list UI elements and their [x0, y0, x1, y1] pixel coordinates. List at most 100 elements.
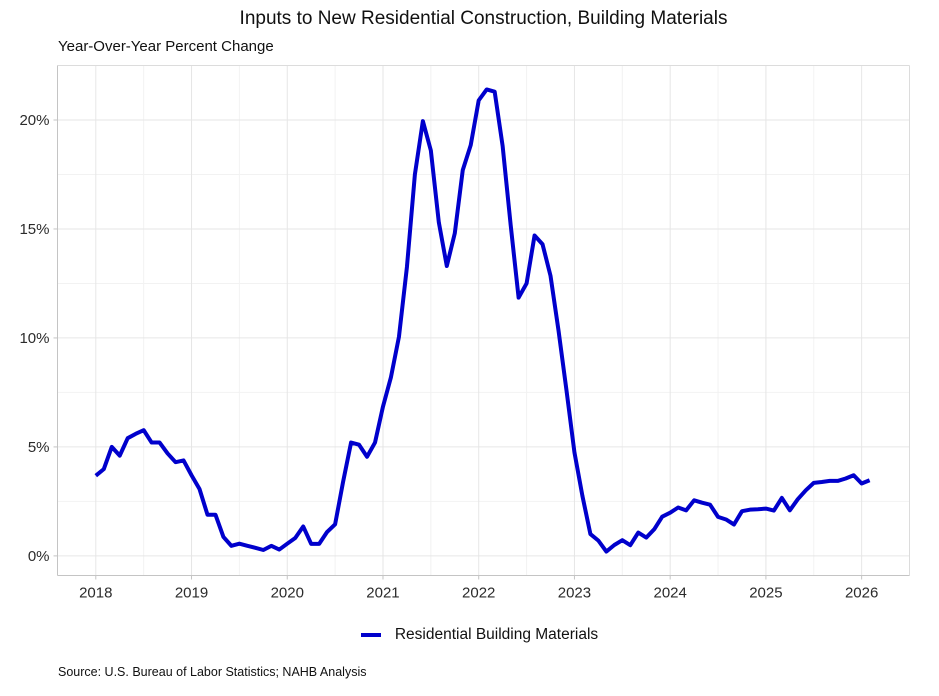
data-point: [469, 143, 473, 147]
data-point: [509, 223, 513, 227]
data-point: [477, 98, 481, 102]
x-tick-label: 2020: [271, 585, 304, 602]
series-layer: [94, 87, 872, 554]
data-point: [461, 168, 465, 172]
data-point: [604, 550, 608, 554]
data-point: [389, 375, 393, 379]
data-point: [564, 388, 568, 392]
data-point: [812, 481, 816, 485]
data-point: [150, 441, 154, 445]
y-axis-ticks: 0% 5% 10% 15% 20%: [19, 112, 58, 565]
data-point: [636, 531, 640, 535]
data-point: [493, 90, 497, 94]
data-point: [333, 522, 337, 526]
data-point: [700, 501, 704, 505]
chart-title: Inputs to New Residential Construction, …: [239, 8, 728, 29]
data-point: [756, 507, 760, 511]
data-point: [708, 503, 712, 507]
data-point: [301, 524, 305, 528]
data-point: [142, 428, 146, 432]
data-point: [277, 548, 281, 552]
legend-label: Residential Building Materials: [394, 626, 599, 643]
legend: Residential Building Materials: [0, 626, 939, 644]
x-tick-label: 2024: [653, 585, 686, 602]
data-point: [572, 450, 576, 454]
x-tick-label: 2022: [462, 585, 495, 602]
data-point: [596, 539, 600, 543]
data-point: [445, 264, 449, 268]
data-point: [748, 508, 752, 512]
data-point: [429, 149, 433, 153]
y-tick-label: 15%: [19, 221, 49, 238]
data-point: [740, 509, 744, 513]
data-point: [836, 479, 840, 483]
series-line-residential-building-materials: [94, 87, 871, 554]
data-point: [413, 172, 417, 176]
data-point: [229, 544, 233, 548]
data-point: [668, 511, 672, 515]
data-point: [453, 231, 457, 235]
data-point: [357, 443, 361, 447]
data-point: [166, 451, 170, 455]
data-point: [716, 515, 720, 519]
data-point: [772, 509, 776, 513]
data-point: [317, 542, 321, 546]
data-point: [245, 544, 249, 548]
legend-swatch-residential-building-materials: [360, 633, 381, 637]
data-point: [213, 513, 217, 517]
data-point: [852, 473, 856, 477]
data-point: [349, 441, 353, 445]
source-note: Source: U.S. Bureau of Labor Statistics;…: [58, 665, 367, 679]
data-point: [652, 527, 656, 531]
data-point: [660, 515, 664, 519]
data-point: [421, 119, 425, 123]
x-tick-label: 2026: [845, 585, 878, 602]
data-point: [828, 479, 832, 483]
data-point: [868, 478, 872, 482]
data-point: [110, 445, 114, 449]
data-point: [126, 436, 130, 440]
data-point: [485, 87, 489, 91]
data-point: [309, 542, 313, 546]
data-point: [732, 523, 736, 527]
data-point: [365, 455, 369, 459]
data-point: [158, 441, 162, 445]
x-tick-label: 2021: [366, 585, 399, 602]
data-point: [205, 513, 209, 517]
data-point: [341, 480, 345, 484]
x-axis-ticks: 2018 2019 2020 2021 2022 2023 2024 2025 2026: [79, 575, 878, 602]
data-point: [261, 548, 265, 552]
data-point: [525, 281, 529, 285]
data-point: [221, 535, 225, 539]
data-point: [860, 482, 864, 486]
data-point: [174, 460, 178, 464]
data-point: [405, 265, 409, 269]
data-point: [764, 507, 768, 511]
data-point: [373, 441, 377, 445]
data-point: [796, 497, 800, 501]
data-point: [381, 405, 385, 409]
data-point: [533, 234, 537, 238]
data-point: [325, 530, 329, 534]
data-point: [684, 508, 688, 512]
data-point: [820, 480, 824, 484]
data-point: [612, 543, 616, 547]
data-point: [501, 144, 505, 148]
x-tick-label: 2025: [749, 585, 782, 602]
data-point: [517, 296, 521, 300]
data-point: [788, 508, 792, 512]
data-point: [676, 506, 680, 510]
grid-major: [57, 65, 910, 576]
data-point: [844, 477, 848, 481]
data-point: [253, 546, 257, 550]
data-point: [182, 458, 186, 462]
data-point: [620, 538, 624, 542]
data-point: [134, 432, 138, 436]
data-point: [692, 498, 696, 502]
y-tick-label: 0%: [28, 548, 50, 565]
data-point: [94, 474, 98, 478]
data-point: [628, 543, 632, 547]
x-tick-label: 2019: [175, 585, 208, 602]
data-point: [118, 454, 122, 458]
